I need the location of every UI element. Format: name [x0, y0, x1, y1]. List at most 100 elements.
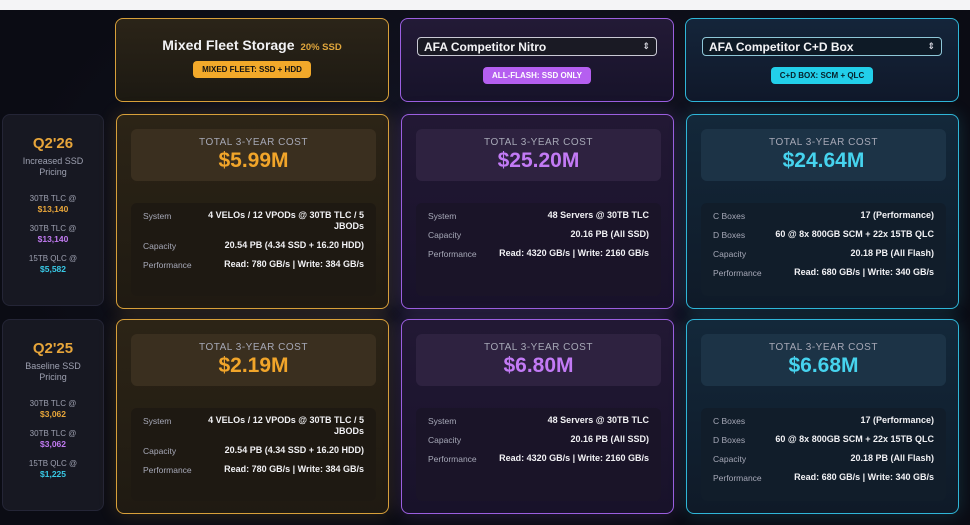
- price-label: 30TB TLC @: [29, 194, 77, 203]
- spec-value: 48 Servers @ 30TB TLC: [547, 210, 649, 220]
- spec-value: 60 @ 8x 800GB SCM + 22x 15TB QLC: [775, 434, 934, 444]
- cost-card-cd-box-q226: TOTAL 3-YEAR COST $24.64M C Boxes 17 (Per…: [686, 114, 959, 309]
- spec-value: 48 Servers @ 30TB TLC: [547, 415, 649, 425]
- spec-value: 17 (Performance): [860, 210, 934, 220]
- vendor-header-mixed-fleet: Mixed Fleet Storage 20% SSD MIXED FLEET: …: [115, 18, 389, 102]
- spec-key: System: [143, 211, 172, 221]
- spec-value: 4 VELOs / 12 VPODs @ 30TB TLC / 5 JBODs: [208, 210, 364, 231]
- vendor-header-nitro: AFA Competitor Nitro ⇕ ALL-FLASH: SSD ON…: [400, 18, 674, 102]
- cost-value: $6.68M: [788, 354, 859, 377]
- spec-key: Capacity: [713, 454, 747, 464]
- chevron-updown-icon: ⇕: [927, 41, 935, 51]
- spec-key: System: [428, 416, 457, 426]
- spec-value: Read: 680 GB/s | Write: 340 GB/s: [794, 267, 934, 277]
- spec-row: System 4 VELOs / 12 VPODs @ 30TB TLC / 5 …: [143, 415, 364, 437]
- cost-summary: TOTAL 3-YEAR COST $6.80M: [416, 334, 661, 386]
- vendor-select-cd-box[interactable]: AFA Competitor C+D Box ⇕: [702, 37, 942, 56]
- selected-vendor: AFA Competitor C+D Box: [709, 39, 854, 54]
- spec-key: Performance: [428, 454, 477, 464]
- spec-row: Performance Read: 780 GB/s | Write: 384 G…: [143, 464, 364, 475]
- price-value: $13,140: [37, 234, 69, 244]
- period-subtitle-line: Baseline SSD: [25, 361, 81, 371]
- spec-list: System 48 Servers @ 30TB TLC Capacity 20.1…: [416, 203, 661, 296]
- spec-row: C Boxes 17 (Performance): [713, 415, 934, 426]
- cost-label: TOTAL 3-YEAR COST: [769, 342, 878, 353]
- spec-value: 20.16 PB (All SSD): [570, 229, 649, 239]
- cost-label: TOTAL 3-YEAR COST: [484, 137, 593, 148]
- cost-card-mixed-fleet-q226: TOTAL 3-YEAR COST $5.99M System 4 VELOs /…: [116, 114, 389, 309]
- price-item: 30TB TLC @ $13,140: [3, 224, 103, 244]
- spec-key: System: [428, 211, 457, 221]
- cost-value: $6.80M: [503, 354, 574, 377]
- spec-key: Capacity: [428, 230, 462, 240]
- spec-value: 17 (Performance): [860, 415, 934, 425]
- spec-row: Capacity 20.18 PB (All Flash): [713, 248, 934, 259]
- cost-card-cd-box-q225: TOTAL 3-YEAR COST $6.68M C Boxes 17 (Perf…: [686, 319, 959, 514]
- spec-key: Performance: [713, 268, 762, 278]
- vendor-select-nitro[interactable]: AFA Competitor Nitro ⇕: [417, 37, 657, 56]
- vendor-header-cd-box: AFA Competitor C+D Box ⇕ C+D BOX: SCM + …: [685, 18, 959, 102]
- spec-key: Capacity: [713, 249, 747, 259]
- vendor-title: Mixed Fleet Storage 20% SSD: [116, 37, 388, 53]
- spec-list: C Boxes 17 (Performance) D Boxes 60 @ 8x 8…: [701, 408, 946, 501]
- spec-row: D Boxes 60 @ 8x 800GB SCM + 22x 15TB QLC: [713, 434, 934, 445]
- spec-value: Read: 680 GB/s | Write: 340 GB/s: [794, 472, 934, 482]
- cost-card-nitro-q225: TOTAL 3-YEAR COST $6.80M System 48 Server…: [401, 319, 674, 514]
- spec-value: 20.54 PB (4.34 SSD + 16.20 HDD): [224, 240, 364, 250]
- vendor-name: Mixed Fleet Storage: [162, 37, 295, 53]
- price-label: 15TB QLC @: [28, 459, 78, 468]
- spec-key: Performance: [428, 249, 477, 259]
- price-label: 30TB TLC @: [29, 429, 77, 438]
- cost-summary: TOTAL 3-YEAR COST $24.64M: [701, 129, 946, 181]
- spec-value: Read: 780 GB/s | Write: 384 GB/s: [224, 464, 364, 474]
- spec-row: Performance Read: 780 GB/s | Write: 384 G…: [143, 259, 364, 270]
- spec-key: Capacity: [428, 435, 462, 445]
- spec-key: Performance: [143, 260, 192, 270]
- cost-value: $5.99M: [218, 149, 289, 172]
- spec-key: C Boxes: [713, 211, 746, 221]
- cost-value: $24.64M: [782, 149, 865, 172]
- spec-list: System 48 Servers @ 30TB TLC Capacity 20.1…: [416, 408, 661, 501]
- window-top-bar: [0, 0, 970, 10]
- chevron-updown-icon: ⇕: [642, 41, 650, 51]
- cost-summary: TOTAL 3-YEAR COST $5.99M: [131, 129, 376, 181]
- price-item: 30TB TLC @ $13,140: [3, 194, 103, 214]
- spec-row: C Boxes 17 (Performance): [713, 210, 934, 221]
- spec-key: Performance: [143, 465, 192, 475]
- cost-summary: TOTAL 3-YEAR COST $25.20M: [416, 129, 661, 181]
- period-q225: Q2'25 Baseline SSD Pricing 30TB TLC @ $3…: [2, 319, 104, 511]
- spec-key: C Boxes: [713, 416, 746, 426]
- price-item: 30TB TLC @ $3,062: [3, 399, 103, 419]
- period-subtitle: Baseline SSD Pricing: [3, 361, 103, 383]
- vendor-type-badge: ALL-FLASH: SSD ONLY: [483, 67, 591, 84]
- period-title: Q2'26: [32, 135, 74, 152]
- selected-vendor: AFA Competitor Nitro: [424, 39, 547, 54]
- cost-label: TOTAL 3-YEAR COST: [769, 137, 878, 148]
- cost-card-mixed-fleet-q225: TOTAL 3-YEAR COST $2.19M System 4 VELOs /…: [116, 319, 389, 514]
- spec-row: Performance Read: 4320 GB/s | Write: 2160…: [428, 453, 649, 464]
- price-value: $3,062: [40, 409, 66, 419]
- spec-value: Read: 4320 GB/s | Write: 2160 GB/s: [499, 453, 649, 463]
- price-value: $13,140: [37, 204, 69, 214]
- spec-row: System 48 Servers @ 30TB TLC: [428, 210, 649, 221]
- spec-value: 20.54 PB (4.34 SSD + 16.20 HDD): [224, 445, 364, 455]
- spec-list: System 4 VELOs / 12 VPODs @ 30TB TLC / 5 …: [131, 203, 376, 296]
- ssd-share-tag: 20% SSD: [300, 42, 342, 53]
- price-label: 30TB TLC @: [29, 224, 77, 233]
- spec-row: Capacity 20.18 PB (All Flash): [713, 453, 934, 464]
- cost-summary: TOTAL 3-YEAR COST $2.19M: [131, 334, 376, 386]
- spec-value: 20.18 PB (All Flash): [850, 248, 934, 258]
- period-q226: Q2'26 Increased SSD Pricing 30TB TLC @ $…: [2, 114, 104, 306]
- period-subtitle-line: Pricing: [39, 167, 67, 177]
- vendor-type-badge: MIXED FLEET: SSD + HDD: [193, 61, 311, 78]
- spec-key: Performance: [713, 473, 762, 483]
- spec-row: Capacity 20.16 PB (All SSD): [428, 229, 649, 240]
- period-subtitle-line: Increased SSD: [22, 156, 84, 166]
- spec-row: Capacity 20.54 PB (4.34 SSD + 16.20 HDD): [143, 240, 364, 251]
- vendor-type-badge: C+D BOX: SCM + QLC: [770, 67, 874, 84]
- price-label: 15TB QLC @: [28, 254, 78, 263]
- spec-row: Capacity 20.16 PB (All SSD): [428, 434, 649, 445]
- cost-value: $25.20M: [497, 149, 580, 172]
- spec-value: 4 VELOs / 12 VPODs @ 30TB TLC / 5 JBODs: [208, 415, 364, 436]
- spec-key: System: [143, 416, 172, 426]
